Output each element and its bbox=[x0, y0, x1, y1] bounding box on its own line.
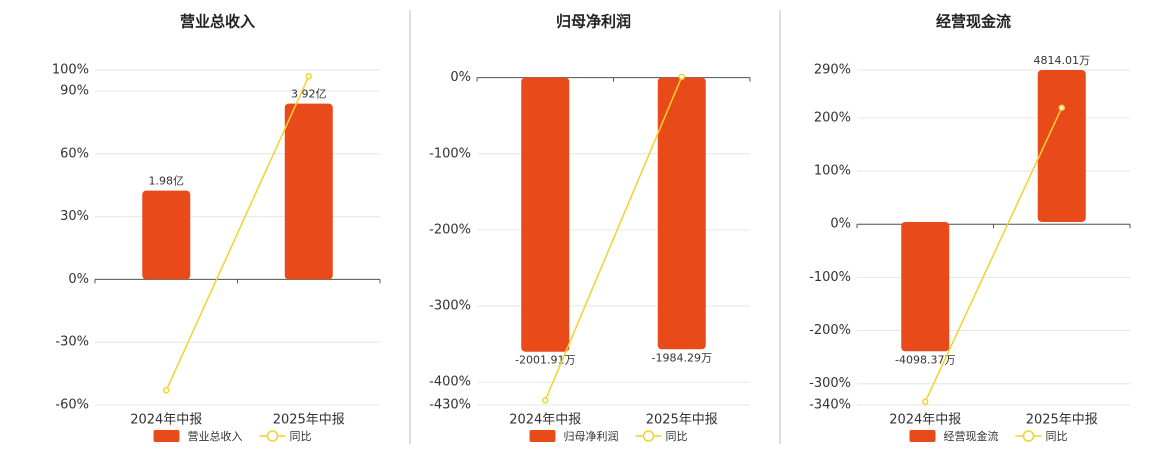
legend-swatch bbox=[909, 430, 936, 442]
bar bbox=[284, 103, 333, 280]
y-tick-label: -430% bbox=[429, 398, 471, 413]
y-tick-label: -100% bbox=[429, 146, 471, 161]
legend-label: 同比 bbox=[290, 430, 312, 443]
value-label: 4814.01万 bbox=[1034, 54, 1091, 67]
x-tick-label: 2025年中报 bbox=[646, 413, 718, 428]
y-tick-label: -60% bbox=[55, 398, 89, 413]
y-tick-label: 200% bbox=[814, 110, 851, 125]
legend-marker bbox=[266, 430, 279, 442]
bar bbox=[142, 190, 191, 280]
value-label: -1984.29万 bbox=[652, 351, 712, 364]
bar bbox=[521, 77, 570, 352]
line bbox=[924, 107, 1063, 403]
legend-label: 同比 bbox=[1046, 430, 1068, 443]
legend-marker bbox=[1022, 430, 1035, 442]
y-tick-label: -200% bbox=[809, 323, 851, 338]
value-label: 3.92亿 bbox=[291, 88, 327, 101]
bar bbox=[657, 77, 706, 350]
y-tick-label: 290% bbox=[814, 63, 851, 78]
y-tick-label: 0% bbox=[450, 70, 471, 85]
y-tick-label: 0% bbox=[830, 217, 851, 232]
chart-title: 经营现金流 bbox=[936, 13, 1011, 31]
y-tick-label: -30% bbox=[55, 335, 89, 350]
y-tick-label: -200% bbox=[429, 222, 471, 237]
legend-swatch bbox=[153, 430, 180, 442]
line bbox=[544, 76, 683, 401]
legend-label: 经营现金流 bbox=[944, 429, 999, 443]
value-label: 1.98亿 bbox=[149, 175, 185, 188]
y-tick-label: -400% bbox=[429, 375, 471, 390]
point bbox=[678, 73, 685, 81]
y-tick-label: 0% bbox=[68, 272, 89, 287]
x-tick-label: 2024年中报 bbox=[130, 413, 202, 428]
y-tick-label: 100% bbox=[52, 63, 89, 78]
legend-label: 同比 bbox=[666, 430, 688, 443]
point bbox=[305, 73, 312, 80]
legend-swatch bbox=[529, 430, 556, 442]
y-tick-label: -300% bbox=[429, 299, 471, 314]
bar bbox=[1037, 69, 1086, 222]
value-label: -2001.91万 bbox=[515, 354, 575, 367]
y-tick-label: -300% bbox=[809, 376, 851, 391]
point bbox=[1058, 104, 1065, 112]
x-tick-label: 2025年中报 bbox=[273, 413, 345, 428]
point bbox=[542, 397, 549, 404]
y-tick-label: -340% bbox=[809, 398, 851, 413]
y-tick-label: 60% bbox=[60, 146, 89, 161]
chart-title: 归母净利润 bbox=[556, 13, 631, 31]
bar bbox=[901, 221, 950, 352]
x-tick-label: 2025年中报 bbox=[1026, 413, 1098, 428]
value-label: -4098.37万 bbox=[895, 353, 955, 366]
legend-label: 营业总收入 bbox=[188, 429, 243, 443]
y-tick-label: -100% bbox=[809, 270, 851, 285]
point bbox=[163, 387, 170, 394]
y-tick-label: 90% bbox=[60, 83, 89, 98]
y-tick-label: 100% bbox=[814, 164, 851, 179]
x-tick-label: 2024年中报 bbox=[889, 413, 961, 428]
chart-title: 营业总收入 bbox=[180, 13, 255, 31]
line bbox=[165, 75, 310, 391]
legend-marker bbox=[642, 430, 655, 442]
legend-label: 归母净利润 bbox=[564, 429, 619, 443]
x-tick-label: 2024年中报 bbox=[509, 413, 581, 428]
y-tick-label: 30% bbox=[60, 209, 89, 224]
point bbox=[922, 398, 929, 406]
